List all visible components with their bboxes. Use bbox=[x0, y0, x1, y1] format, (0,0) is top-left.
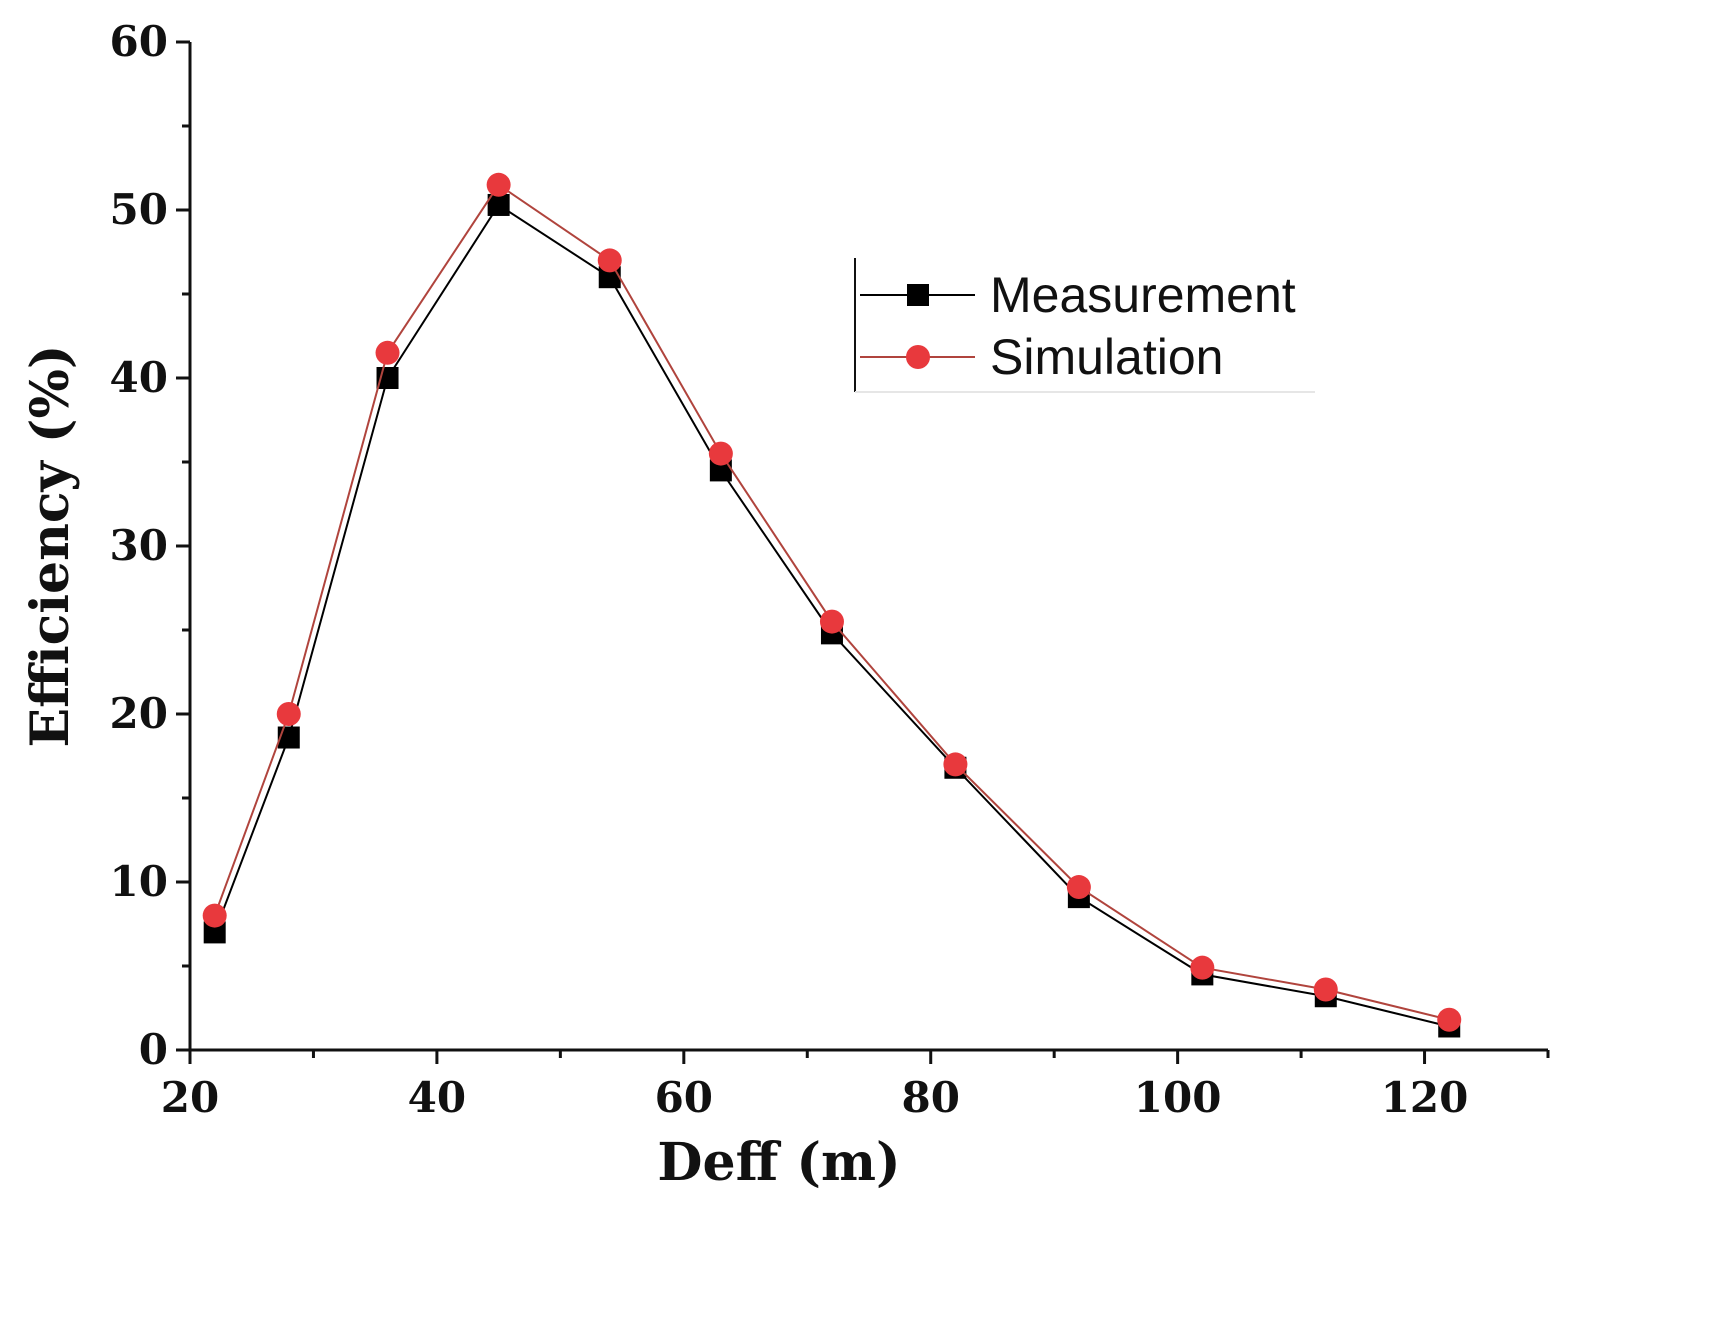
simulation-point bbox=[943, 752, 968, 777]
series-line-simulation bbox=[213, 183, 1450, 1021]
simulation-point bbox=[597, 248, 622, 273]
legend-label-simulation: Simulation bbox=[990, 329, 1223, 385]
simulation-point bbox=[276, 702, 301, 726]
series-line-measurement bbox=[213, 203, 1450, 1028]
measurement-point bbox=[709, 459, 732, 482]
legend-circle-marker bbox=[906, 345, 930, 369]
y-tick-label: 30 bbox=[110, 521, 168, 570]
measurement-point bbox=[487, 193, 510, 216]
x-tick-label: 100 bbox=[1134, 1073, 1222, 1122]
y-tick-label: 20 bbox=[110, 689, 168, 738]
measurement-point bbox=[277, 726, 300, 749]
simulation-point bbox=[1190, 955, 1215, 980]
simulation-point bbox=[1437, 1007, 1462, 1032]
y-tick-label: 50 bbox=[110, 185, 168, 234]
legend-square-marker bbox=[907, 284, 929, 306]
x-tick-label: 120 bbox=[1381, 1073, 1469, 1122]
legend-label-measurement: Measurement bbox=[990, 267, 1296, 323]
x-axis-title: Deff (m) bbox=[657, 1132, 900, 1193]
x-tick-label: 40 bbox=[408, 1073, 466, 1122]
plot-series bbox=[202, 172, 1462, 1038]
y-tick-label: 40 bbox=[110, 353, 168, 402]
y-tick-label: 60 bbox=[110, 17, 168, 66]
simulation-point bbox=[1066, 875, 1091, 900]
y-tick-label: 0 bbox=[139, 1025, 168, 1074]
x-tick-label: 80 bbox=[902, 1073, 960, 1122]
simulation-point bbox=[486, 172, 511, 197]
simulation-point bbox=[202, 903, 227, 928]
x-tick-label: 60 bbox=[655, 1073, 713, 1122]
legend: Measurement Simulation bbox=[854, 258, 1315, 393]
simulation-point bbox=[1313, 977, 1338, 1002]
simulation-point bbox=[708, 441, 733, 466]
measurement-point bbox=[203, 921, 226, 944]
axes: 0 10 20 30 40 50 60 20 40 60 80 100 120 Deff (m) Effic… bbox=[20, 17, 1550, 1193]
y-axis-title: Efficiency (%) bbox=[20, 345, 81, 748]
simulation-point bbox=[819, 609, 844, 634]
x-tick-label: 20 bbox=[161, 1073, 219, 1122]
simulation-point bbox=[375, 340, 400, 365]
y-tick-label: 10 bbox=[110, 857, 168, 906]
